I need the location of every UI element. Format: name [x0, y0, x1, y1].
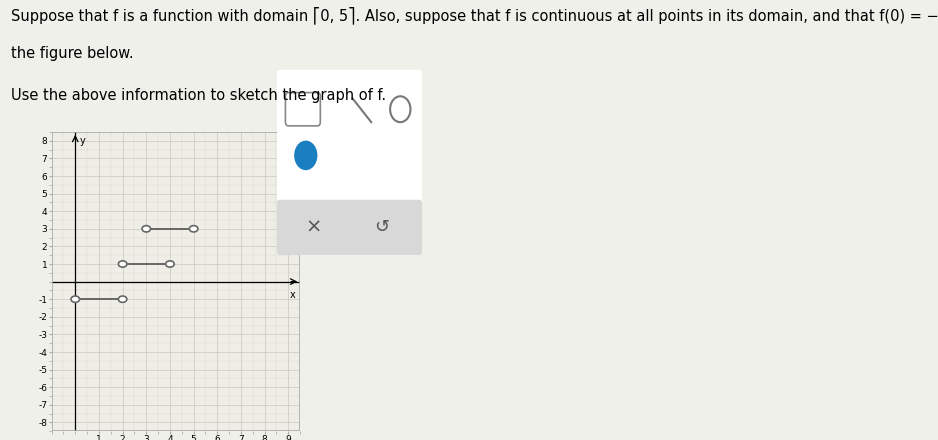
Text: y: y — [80, 136, 85, 146]
Circle shape — [118, 296, 127, 302]
FancyBboxPatch shape — [285, 92, 320, 126]
Circle shape — [142, 226, 150, 232]
Text: the figure below.: the figure below. — [11, 46, 134, 61]
Circle shape — [118, 261, 127, 267]
Circle shape — [189, 226, 198, 232]
Text: Suppose that f is a function with domain ⎡0, 5⎤. Also, suppose that f is continu: Suppose that f is a function with domain… — [11, 7, 938, 24]
FancyBboxPatch shape — [277, 200, 422, 255]
Text: ×: × — [305, 218, 321, 237]
Circle shape — [71, 296, 80, 302]
Bar — [52, 132, 300, 431]
Text: x: x — [290, 290, 295, 301]
Circle shape — [390, 96, 411, 122]
Text: Use the above information to sketch the graph of f.: Use the above information to sketch the … — [11, 88, 386, 103]
Circle shape — [166, 261, 174, 267]
Text: ↺: ↺ — [374, 219, 389, 236]
FancyBboxPatch shape — [275, 69, 424, 257]
Circle shape — [295, 141, 317, 170]
